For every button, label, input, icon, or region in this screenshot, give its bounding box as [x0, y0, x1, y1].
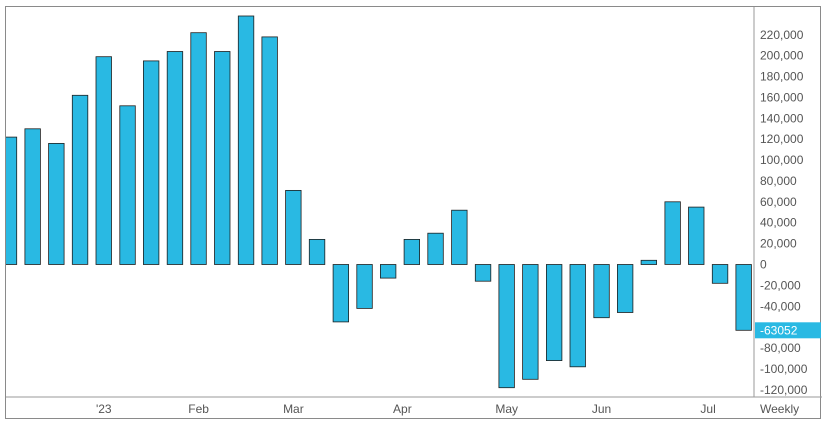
bar[interactable] [308, 238, 326, 265]
bar[interactable] [24, 128, 41, 265]
y-tick-label: 120,000 [760, 132, 804, 146]
y-tick-label: 160,000 [760, 90, 804, 104]
bar[interactable] [6, 136, 18, 265]
y-tick-label: -120,000 [760, 383, 808, 397]
y-tick-label: 220,000 [760, 28, 804, 42]
bar[interactable] [617, 264, 634, 313]
bar[interactable] [356, 264, 373, 309]
y-tick-label: 140,000 [760, 111, 804, 125]
bar[interactable] [427, 232, 444, 265]
x-tick-label: Mar [283, 402, 304, 416]
x-tick-label: '23 [96, 402, 112, 416]
bar[interactable] [546, 264, 563, 361]
bar[interactable] [403, 238, 421, 265]
chart-frame: 220,000 200,000 180,000 160,000 140,000 120,0… [5, 6, 822, 420]
x-tick-label: Apr [393, 402, 412, 416]
bar[interactable] [119, 105, 136, 265]
y-axis-ticks: 220,000 200,000 180,000 160,000 140,000 120,0… [760, 28, 808, 397]
y-tick-label: 20,000 [760, 237, 797, 251]
y-tick-label: -20,000 [760, 278, 801, 292]
last-value-badge: -63052 [755, 322, 821, 339]
x-tick-label: Jul [700, 402, 715, 416]
y-tick-label: -40,000 [760, 299, 801, 313]
bar[interactable] [190, 32, 207, 265]
y-tick-label: 40,000 [760, 216, 797, 230]
bar[interactable] [332, 264, 350, 323]
last-value-badge-bg [755, 322, 821, 339]
bar[interactable] [451, 209, 468, 265]
y-tick-label: 60,000 [760, 195, 797, 209]
timeframe-label[interactable]: Weekly [760, 402, 799, 416]
y-tick-label: 0 [760, 258, 767, 272]
y-tick-label: 180,000 [760, 70, 804, 84]
bars-group [6, 15, 752, 389]
y-tick-label: 80,000 [760, 174, 797, 188]
x-axis-ticks: '23 Feb Mar Apr May Jun Jul [96, 402, 716, 416]
x-tick-label: Feb [188, 402, 209, 416]
bar[interactable] [569, 264, 586, 368]
bar[interactable] [688, 206, 705, 265]
bar[interactable] [735, 264, 752, 331]
last-value-label: -63052 [760, 323, 798, 337]
bar[interactable] [285, 189, 302, 265]
y-tick-label: 100,000 [760, 153, 804, 167]
x-tick-label: May [495, 402, 518, 416]
bar[interactable] [71, 94, 89, 265]
bar[interactable] [379, 264, 397, 279]
bar-chart[interactable]: 220,000 200,000 180,000 160,000 140,000 120,0… [6, 7, 822, 420]
bar[interactable] [664, 201, 681, 265]
bar[interactable] [711, 264, 729, 284]
bar[interactable] [593, 264, 610, 319]
y-tick-label: -100,000 [760, 362, 808, 376]
bar[interactable] [237, 15, 255, 265]
bar[interactable] [498, 264, 515, 389]
y-tick-label: 200,000 [760, 49, 804, 63]
bar[interactable] [261, 36, 278, 265]
bar[interactable] [142, 60, 160, 265]
bar[interactable] [214, 51, 231, 265]
bar[interactable] [522, 264, 539, 380]
x-tick-label: Jun [592, 402, 611, 416]
bar[interactable] [166, 51, 184, 265]
y-tick-label: -80,000 [760, 341, 801, 355]
bar[interactable] [48, 142, 65, 265]
bar[interactable] [640, 259, 657, 265]
bar[interactable] [95, 56, 112, 265]
bar[interactable] [474, 264, 492, 282]
